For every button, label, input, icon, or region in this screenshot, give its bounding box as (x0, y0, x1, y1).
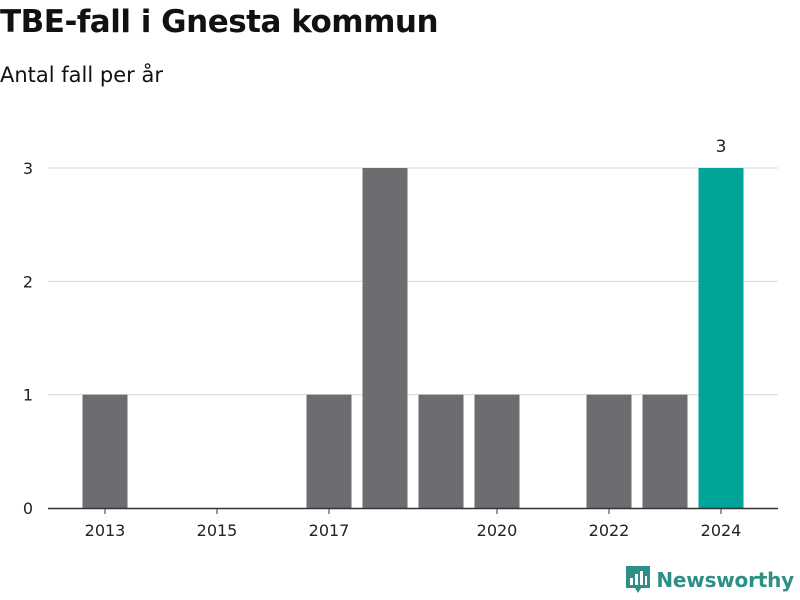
bar-2024 (698, 168, 744, 508)
chart-subtitle: Antal fall per år (0, 63, 163, 87)
brand-logo: Newsworthy (626, 566, 794, 594)
x-tick-label-2024: 2024 (701, 521, 742, 540)
bar-2018 (362, 168, 408, 508)
bar-2020 (474, 394, 520, 508)
y-tick-label-2: 2 (23, 272, 33, 291)
brand-name: Newsworthy (656, 568, 794, 592)
bar-2023 (642, 394, 688, 508)
bar-2019 (418, 394, 464, 508)
x-tick-label-2022: 2022 (589, 521, 630, 540)
x-tick-label-2015: 2015 (197, 521, 238, 540)
x-tick-label-2020: 2020 (477, 521, 518, 540)
y-tick-label-1: 1 (23, 386, 33, 405)
bar-chart-logo-icon (626, 566, 651, 593)
bar-2013 (82, 394, 128, 508)
chart-title: TBE-fall i Gnesta kommun (0, 4, 439, 40)
x-tick-label-2017: 2017 (309, 521, 350, 540)
y-tick-label-3: 3 (23, 159, 33, 178)
x-tick-label-2013: 2013 (85, 521, 126, 540)
bar-2017 (306, 394, 352, 508)
data-label-2024: 3 (716, 137, 727, 157)
bar-2022 (586, 394, 632, 508)
y-tick-label-0: 0 (23, 499, 33, 518)
